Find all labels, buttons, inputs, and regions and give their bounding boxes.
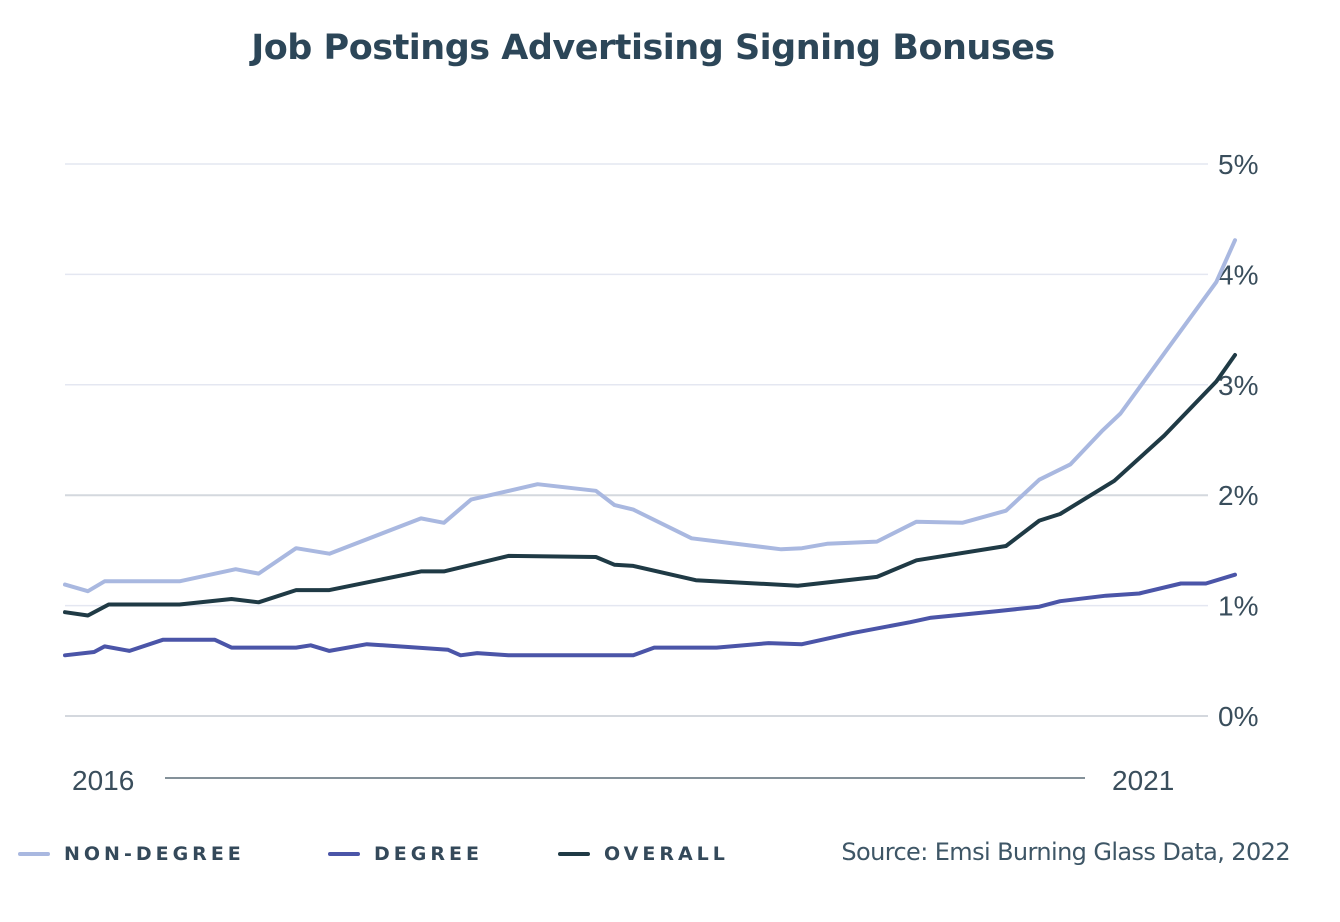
series-line-overall xyxy=(63,353,1237,618)
x-tick-label: 2021 xyxy=(1112,765,1174,796)
y-tick-label: 1% xyxy=(1218,591,1258,622)
legend-swatch-non-degree xyxy=(18,852,50,856)
x-tick-label: 2016 xyxy=(72,765,134,796)
y-tick-label: 5% xyxy=(1218,149,1258,180)
legend-swatch-overall xyxy=(558,852,590,856)
y-tick-label: 2% xyxy=(1218,480,1258,511)
legend-label: DEGREE xyxy=(374,843,483,865)
chart-title: Job Postings Advertising Signing Bonuses xyxy=(251,28,1055,68)
legend-swatch-degree xyxy=(328,852,360,856)
series-line-non-degree xyxy=(63,238,1237,594)
series-line-degree xyxy=(63,572,1237,658)
legend-label: NON-DEGREE xyxy=(64,843,245,865)
y-axis-labels: 0%1%2%3%4%5% xyxy=(1218,149,1258,732)
legend-label: OVERALL xyxy=(604,843,729,865)
gridlines xyxy=(65,163,1208,717)
legend-item-degree: DEGREE xyxy=(328,843,483,865)
legend-item-overall: OVERALL xyxy=(558,843,729,865)
series-lines xyxy=(63,238,1237,658)
y-tick-label: 0% xyxy=(1218,701,1258,732)
y-tick-label: 3% xyxy=(1218,370,1258,401)
x-axis-labels: 2016 2021 xyxy=(72,765,1174,796)
legend-item-non-degree: NON-DEGREE xyxy=(18,843,245,865)
source-note: Source: Emsi Burning Glass Data, 2022 xyxy=(841,838,1290,866)
